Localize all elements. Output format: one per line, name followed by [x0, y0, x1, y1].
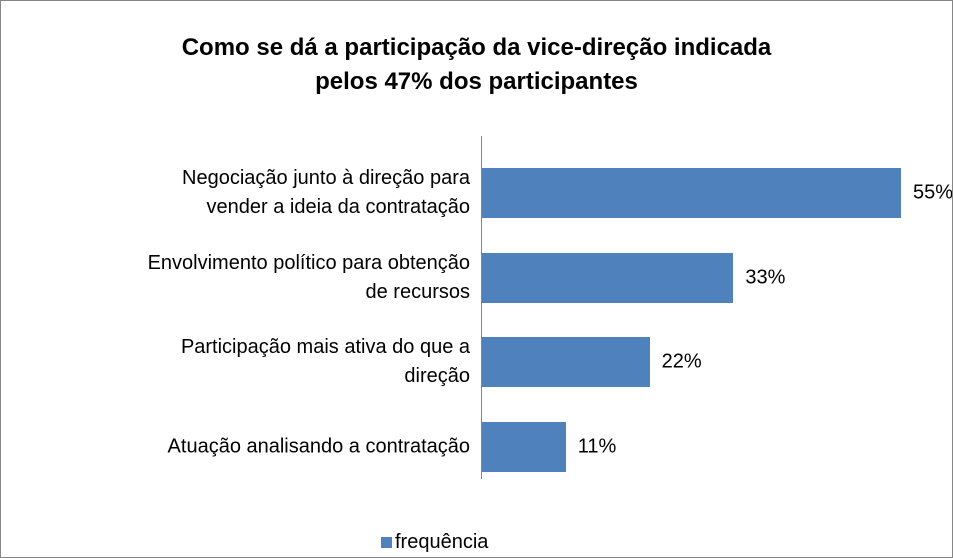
data-label: 22%	[661, 350, 702, 373]
category-label: Negociação junto à direção para vender a…	[182, 167, 470, 218]
bar	[482, 168, 901, 218]
bar	[482, 252, 734, 303]
category-label: Atuação analisando a contratação	[167, 435, 470, 458]
data-label: 55%	[913, 181, 953, 204]
legend: frequência	[381, 531, 488, 554]
bar	[482, 422, 566, 473]
category-label: Participação mais ativa do que a direção	[180, 336, 470, 388]
bar	[482, 337, 650, 388]
legend-label: frequência	[395, 531, 489, 553]
data-label: 33%	[745, 266, 786, 289]
legend-swatch	[381, 537, 392, 548]
category-axis	[481, 136, 482, 479]
chart-title: Como se dá a participação da vice-direçã…	[181, 34, 772, 95]
data-label: 11%	[577, 435, 617, 458]
category-label: Envolvimento político para obtenção de r…	[147, 251, 470, 303]
